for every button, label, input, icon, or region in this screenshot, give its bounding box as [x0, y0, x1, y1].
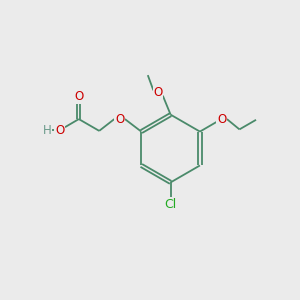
Text: O: O [55, 124, 64, 136]
Text: H: H [43, 124, 52, 136]
Text: O: O [154, 86, 163, 100]
Text: O: O [74, 91, 83, 103]
Text: O: O [115, 112, 124, 126]
Text: Cl: Cl [164, 198, 177, 211]
Text: O: O [217, 112, 226, 126]
